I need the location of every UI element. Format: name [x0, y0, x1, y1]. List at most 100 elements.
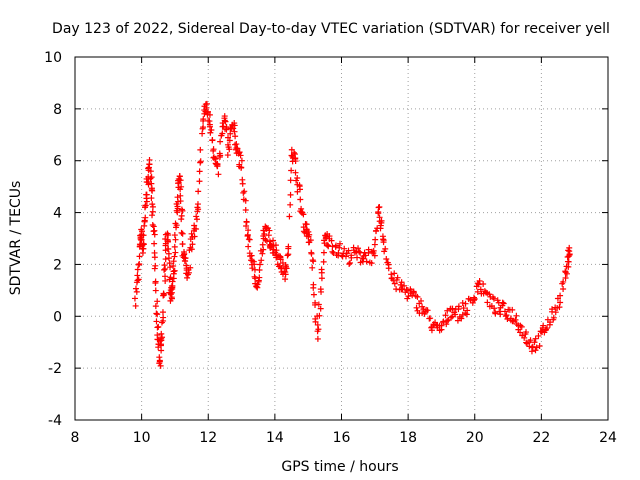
data-point [320, 249, 327, 256]
data-point [159, 309, 166, 316]
data-point [169, 284, 176, 291]
data-point [566, 244, 573, 251]
data-point [200, 116, 207, 123]
data-point [292, 169, 299, 176]
data-point [355, 245, 362, 252]
data-point [231, 128, 238, 135]
y-tick-label: 10 [44, 50, 62, 66]
data-point [164, 238, 171, 245]
data-point [266, 227, 273, 234]
data-point [171, 267, 178, 274]
data-point [509, 306, 516, 313]
data-point [147, 168, 154, 175]
data-point [234, 145, 241, 152]
data-point [171, 253, 178, 260]
data-point [160, 290, 167, 297]
data-point [517, 329, 524, 336]
data-point [442, 312, 449, 319]
data-point [518, 323, 525, 330]
data-point [178, 212, 185, 219]
data-point [171, 243, 178, 250]
data-point [145, 165, 152, 172]
data-point [458, 315, 465, 322]
y-tick-label: 8 [53, 102, 62, 118]
data-point [214, 162, 221, 169]
data-point [455, 303, 462, 310]
data-point [241, 188, 248, 195]
chart-title: Day 123 of 2022, Sidereal Day-to-day VTE… [52, 21, 610, 37]
data-point [345, 247, 352, 254]
data-point [154, 311, 161, 318]
data-point [540, 322, 547, 329]
data-point [194, 201, 201, 208]
data-point [165, 232, 172, 239]
data-point [557, 292, 564, 299]
data-point [565, 263, 572, 270]
data-point [405, 293, 412, 300]
data-point [226, 137, 233, 144]
data-point [424, 307, 431, 314]
data-point [256, 266, 263, 273]
data-point [168, 294, 175, 301]
data-point [286, 213, 293, 220]
data-point [162, 277, 169, 284]
data-point [174, 205, 181, 212]
grid-layer [75, 57, 608, 420]
data-point [156, 357, 163, 364]
data-point [152, 279, 159, 286]
data-point [251, 273, 258, 280]
data-point [310, 284, 317, 291]
data-point [391, 280, 398, 287]
data-point [410, 289, 417, 296]
data-point [310, 258, 317, 265]
data-point [394, 274, 401, 281]
data-point [529, 343, 536, 350]
data-point [237, 152, 244, 159]
data-point [517, 322, 524, 329]
y-tick-label: 4 [53, 206, 62, 222]
data-point [317, 305, 324, 312]
data-point [140, 241, 147, 248]
data-point [148, 174, 155, 181]
data-point [174, 194, 181, 201]
data-point [210, 147, 217, 154]
data-point [177, 186, 184, 193]
data-point [238, 164, 245, 171]
data-point [143, 191, 150, 198]
data-point [232, 133, 239, 140]
x-tick-label: 12 [199, 430, 217, 446]
data-point [243, 223, 250, 230]
data-point [177, 198, 184, 205]
data-point [312, 318, 319, 325]
data-point [490, 295, 497, 302]
data-point [557, 299, 564, 306]
data-point [193, 213, 200, 220]
data-point [329, 248, 336, 255]
data-point [272, 242, 279, 249]
data-point [217, 152, 224, 159]
y-tick-label: -2 [48, 361, 62, 377]
data-point [523, 329, 530, 336]
data-point [448, 314, 455, 321]
data-point [532, 347, 539, 354]
data-point [309, 264, 316, 271]
data-point [287, 177, 294, 184]
data-point [320, 258, 327, 265]
data-point [363, 258, 370, 265]
data-point [170, 275, 177, 282]
data-point [444, 317, 451, 324]
data-point [167, 264, 174, 271]
data-point [221, 115, 228, 122]
data-point [277, 253, 284, 260]
data-point [147, 175, 154, 182]
data-point [476, 277, 483, 284]
data-point [200, 124, 207, 131]
data-point [550, 314, 557, 321]
data-point [371, 252, 378, 259]
data-point [536, 343, 543, 350]
ticks-layer [74, 56, 609, 421]
data-point [207, 123, 214, 130]
data-point [261, 230, 268, 237]
data-point [356, 248, 363, 255]
